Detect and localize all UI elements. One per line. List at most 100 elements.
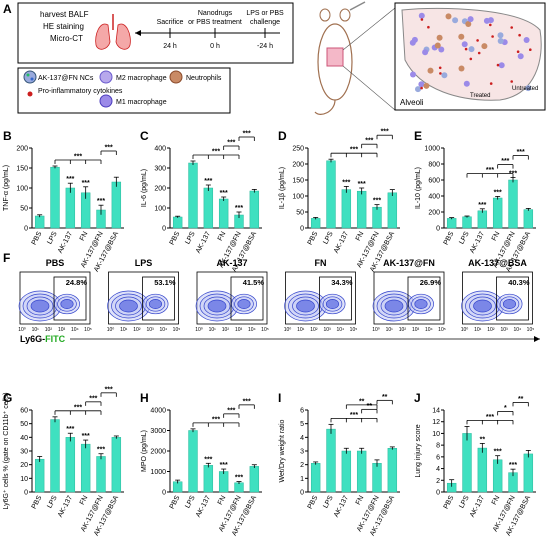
significance-stars: *** xyxy=(204,178,212,185)
bracket-stars: *** xyxy=(243,398,251,405)
alveoli-sac xyxy=(401,7,542,101)
bracket-stars: *** xyxy=(243,131,251,138)
flow-x-tick: 10² xyxy=(399,327,407,333)
y-tick-label: 200 xyxy=(292,162,304,169)
category-label: PBS xyxy=(307,230,320,246)
bar xyxy=(492,197,503,229)
bar xyxy=(34,215,45,229)
y-tick-label: 4000 xyxy=(150,408,166,415)
gate-percentage: 40.3% xyxy=(508,278,530,287)
bracket-stars: *** xyxy=(517,149,525,156)
mouse-illustration xyxy=(314,1,396,115)
y-tick-label: 0 xyxy=(436,490,440,497)
y-tick-label: 1 xyxy=(300,476,304,483)
category-label: FN xyxy=(355,231,366,243)
bracket-stars: *** xyxy=(350,412,358,419)
y-tick-label: 0 xyxy=(300,490,304,497)
gate-box xyxy=(230,276,264,321)
category-label: LPS xyxy=(458,230,471,245)
bar xyxy=(249,466,260,493)
significance-stars: *** xyxy=(235,475,243,482)
y-tick-label: 1000 xyxy=(424,146,440,153)
y-tick-label: 2000 xyxy=(150,449,166,456)
contour-level xyxy=(237,299,251,309)
alveoli-cell xyxy=(516,50,520,53)
flow-x-tick: 10¹ xyxy=(209,327,217,333)
bracket-stars: * xyxy=(504,405,507,412)
alveoli-cell xyxy=(483,17,490,24)
gate-percentage: 41.5% xyxy=(243,278,265,287)
alveoli-cell xyxy=(452,17,459,24)
flow-x-tick: 10² xyxy=(310,327,318,333)
category-label: AK-137 xyxy=(57,495,74,519)
flow-x-tick: 10¹ xyxy=(386,327,394,333)
category-label: LPS xyxy=(184,494,197,509)
flow-plot-title: AK-137 xyxy=(216,258,247,268)
bar xyxy=(341,189,352,229)
bracket-stars: ** xyxy=(359,398,365,405)
alveoli-cell xyxy=(489,23,492,27)
bar xyxy=(80,443,91,493)
category-label: FN xyxy=(79,231,90,243)
bar xyxy=(372,463,382,493)
alveoli-cell xyxy=(445,13,452,20)
y-tick-label: 150 xyxy=(292,178,304,185)
alveoli-cell xyxy=(496,63,500,67)
flow-x-tick: 10³ xyxy=(500,327,508,333)
bracket-stars: *** xyxy=(105,145,113,152)
bracket-stars: *** xyxy=(381,129,389,136)
category-label: AK-137 xyxy=(57,231,74,255)
y-tick-label: 4 xyxy=(436,466,440,473)
bar xyxy=(523,453,534,493)
significance-stars: *** xyxy=(220,462,228,469)
lungs-icon xyxy=(95,14,131,50)
y-axis-label: IL-6 (pg/mL) xyxy=(141,169,148,207)
cytokine-dot-icon xyxy=(27,91,33,97)
chart-c: C 0 100 200 300 400 IL-6 (pg/mL) PBS LPS *** AK-13… xyxy=(140,129,262,273)
panel-label: J xyxy=(414,391,421,405)
y-tick-label: 60 xyxy=(20,408,28,415)
contour-level xyxy=(325,299,340,309)
significance-stars: *** xyxy=(342,179,350,186)
bar xyxy=(446,218,457,229)
bracket-stars: *** xyxy=(486,167,494,174)
category-label: AK-137 xyxy=(195,231,212,255)
alveoli-cell xyxy=(464,47,468,51)
flow-plot-title: FN xyxy=(315,258,327,268)
alveoli-cell xyxy=(463,80,470,87)
alveoli-cell xyxy=(415,86,421,93)
y-tick-label: 0 xyxy=(24,490,28,497)
alveoli-cell xyxy=(434,42,441,49)
alveoli-cell xyxy=(427,67,434,74)
y-tick-label: 100 xyxy=(154,206,166,213)
flow-x-tick: 10⁵ xyxy=(173,327,181,333)
event-treatment-time: 0 h xyxy=(210,43,220,50)
significance-stars: *** xyxy=(204,456,212,463)
contour-level xyxy=(384,299,404,313)
timeline-step-1: harvest BALF xyxy=(40,10,89,19)
alveoli-cell xyxy=(491,35,494,38)
alveoli-cell xyxy=(517,53,524,60)
y-tick-label: 4 xyxy=(300,435,304,442)
alveoli-cell xyxy=(418,81,425,88)
category-label: PBS xyxy=(31,494,44,510)
event-sacrifice-time: 24 h xyxy=(163,43,177,50)
alveoli-cell xyxy=(420,18,424,21)
flow-x-tick: 10⁰ xyxy=(284,327,292,333)
y-tick-label: 40 xyxy=(20,435,28,442)
y-tick-label: 800 xyxy=(428,162,440,169)
bar xyxy=(387,448,398,493)
bar xyxy=(356,190,367,229)
bar xyxy=(462,433,472,493)
y-axis-label: TNF-α (pg/mL) xyxy=(3,165,10,211)
y-tick-label: 0 xyxy=(436,226,440,233)
gate-box xyxy=(407,276,441,321)
alveoli-cell xyxy=(461,41,468,48)
alveoli-cell xyxy=(438,66,442,70)
significance-stars: *** xyxy=(97,198,105,205)
alveoli-cell xyxy=(410,71,416,78)
flow-x-tick: 10³ xyxy=(235,327,243,333)
y-axis-label: MPO (pg/mL) xyxy=(141,430,148,472)
category-label: LPS xyxy=(322,230,335,245)
significance-stars: *** xyxy=(358,181,366,188)
